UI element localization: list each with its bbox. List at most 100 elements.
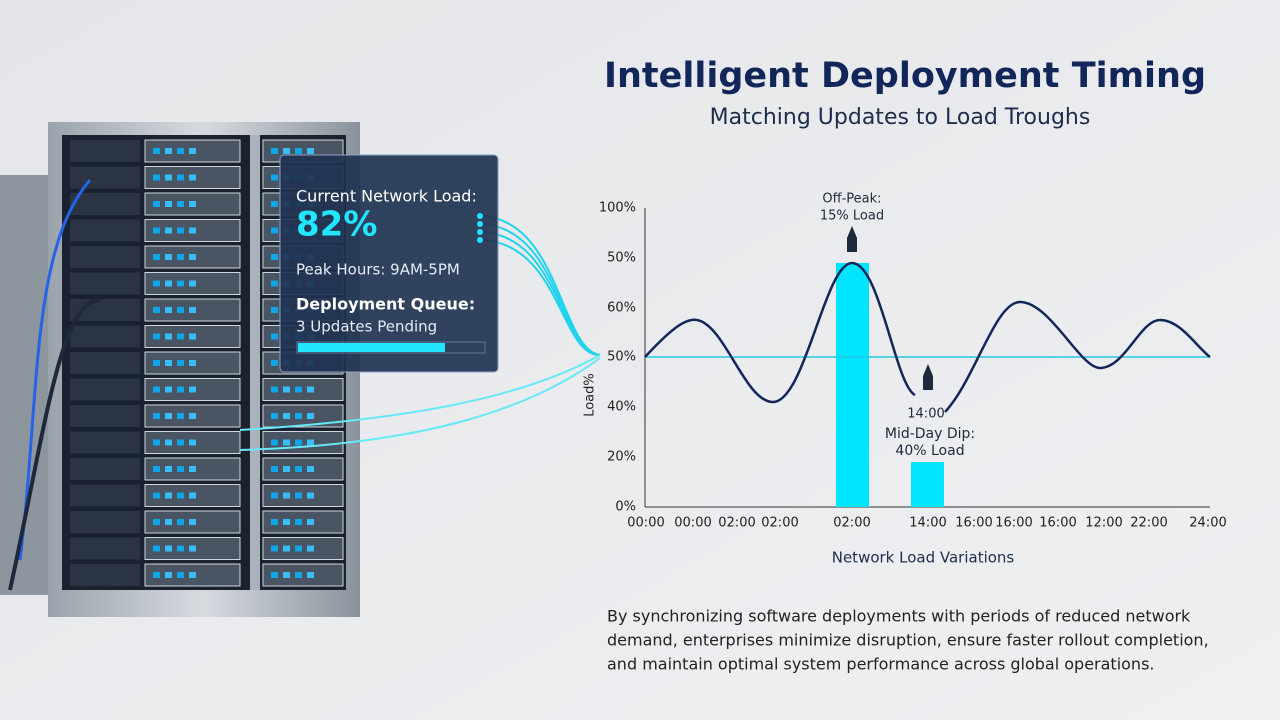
- led: [283, 545, 290, 552]
- queue-label: Deployment Queue:: [296, 295, 475, 314]
- led: [153, 572, 160, 578]
- led: [153, 545, 160, 552]
- cable: [8, 298, 101, 591]
- led: [153, 201, 160, 207]
- led: [295, 492, 302, 499]
- led: [153, 148, 160, 154]
- server-unit: [262, 404, 344, 428]
- led: [177, 439, 184, 446]
- server-unit: [70, 431, 140, 454]
- y-tick-label: 20%: [607, 450, 636, 465]
- led: [153, 439, 160, 446]
- led: [177, 201, 184, 207]
- led: [165, 201, 172, 207]
- x-tick-label: 02:00: [718, 516, 755, 531]
- rack-divider: [250, 135, 260, 590]
- rocket-icon: [847, 226, 857, 252]
- led: [271, 413, 278, 419]
- led: [295, 386, 302, 393]
- led: [177, 519, 184, 525]
- led: [189, 386, 196, 393]
- led: [153, 333, 160, 340]
- led: [295, 519, 302, 525]
- port: [477, 221, 483, 227]
- led: [271, 201, 278, 207]
- title: Intelligent Deployment Timing: [604, 56, 1206, 96]
- server-unit: [70, 325, 140, 348]
- led: [295, 572, 302, 578]
- led: [165, 360, 172, 366]
- led: [307, 492, 314, 499]
- led: [271, 545, 278, 552]
- led: [307, 572, 314, 578]
- led: [283, 386, 290, 393]
- led: [165, 280, 172, 287]
- progress-track: [296, 341, 486, 354]
- led: [283, 519, 290, 525]
- led: [189, 333, 196, 340]
- server-unit: [262, 563, 344, 587]
- rack-back: [0, 175, 50, 595]
- led: [165, 174, 172, 181]
- led: [271, 466, 278, 472]
- led: [165, 333, 172, 340]
- server-unit: [262, 510, 344, 534]
- y-tick-label: 40%: [607, 400, 636, 415]
- x-tick-label: 02:00: [761, 516, 798, 531]
- server-unit: [70, 246, 140, 268]
- led: [189, 492, 196, 499]
- led: [283, 413, 290, 419]
- led: [307, 466, 314, 472]
- led: [165, 439, 172, 446]
- led: [189, 360, 196, 366]
- x-tick-label: 00:00: [674, 516, 711, 531]
- led: [177, 545, 184, 552]
- x-tick-label: 00:00: [627, 516, 664, 531]
- led: [295, 439, 302, 446]
- led: [153, 413, 160, 419]
- x-tick-label: 02:00: [833, 516, 870, 531]
- led: [307, 519, 314, 525]
- cable: [239, 357, 601, 451]
- port: [477, 229, 483, 235]
- description: By synchronizing software deployments wi…: [607, 607, 1209, 674]
- x-tick-label: 12:00: [1085, 516, 1122, 531]
- led: [153, 227, 160, 234]
- led: [295, 413, 302, 419]
- led: [165, 227, 172, 234]
- led: [283, 466, 290, 472]
- led: [271, 148, 278, 154]
- dip-bar: [911, 462, 944, 507]
- server-unit: [70, 458, 140, 480]
- annotation: Off-Peak:: [822, 192, 881, 207]
- led: [165, 519, 172, 525]
- server-unit: [262, 484, 344, 507]
- led: [177, 466, 184, 472]
- server-unit: [70, 484, 140, 507]
- led: [177, 386, 184, 393]
- led: [271, 360, 278, 366]
- progress-fill: [298, 343, 445, 352]
- x-tick-label: 24:00: [1189, 516, 1226, 531]
- led: [271, 572, 278, 578]
- led: [177, 572, 184, 578]
- server-unit: [70, 511, 140, 533]
- server-unit: [70, 140, 140, 162]
- led: [153, 386, 160, 393]
- cables: [8, 179, 601, 591]
- led: [189, 545, 196, 552]
- led: [165, 572, 172, 578]
- led: [177, 174, 184, 181]
- x-tick-label: 16:00: [1039, 516, 1076, 531]
- peak-hours: Peak Hours: 9AM-5PM: [296, 261, 460, 279]
- led: [189, 307, 196, 313]
- annotation: Mid-Day Dip:: [885, 426, 975, 442]
- led: [165, 492, 172, 499]
- led: [153, 254, 160, 260]
- led: [283, 572, 290, 578]
- led: [153, 466, 160, 472]
- server-unit: [262, 457, 344, 481]
- status-panel: Current Network Load: 82% Peak Hours: 9A…: [279, 154, 499, 373]
- annotation: 14:00: [907, 407, 944, 422]
